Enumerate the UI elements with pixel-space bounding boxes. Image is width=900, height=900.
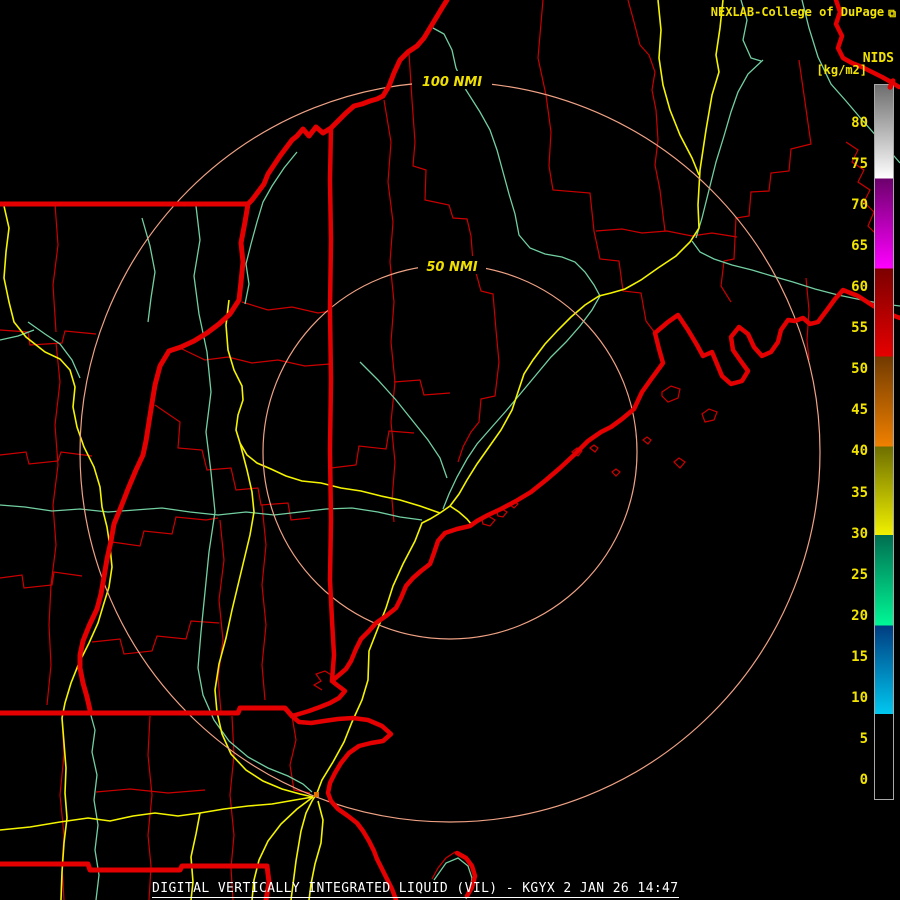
product-caption: DIGITAL VERTICALLY INTEGRATED LIQUID (VI… (152, 881, 679, 898)
ring-label-50nmi: 50 NMI (426, 260, 477, 275)
source-title-text: NEXLAB-College of DuPage (710, 5, 885, 19)
nids-label: NIDS (862, 51, 894, 66)
colorbar-units-label: [kg/m2] (816, 63, 867, 77)
county-boundaries-layer (0, 0, 879, 900)
dupage-window-icon: ⧉ (888, 7, 896, 20)
vil-colorbar (874, 84, 894, 800)
source-title: NEXLAB-College of DuPage ⧉ (711, 5, 896, 20)
vil-colorbar-gradient (875, 85, 893, 799)
range-ring-labels: 100 NMI 50 NMI (412, 71, 492, 275)
interstate-highways-layer (0, 0, 724, 900)
ring-label-100nmi: 100 NMI (422, 75, 482, 90)
city-marker (314, 792, 319, 797)
